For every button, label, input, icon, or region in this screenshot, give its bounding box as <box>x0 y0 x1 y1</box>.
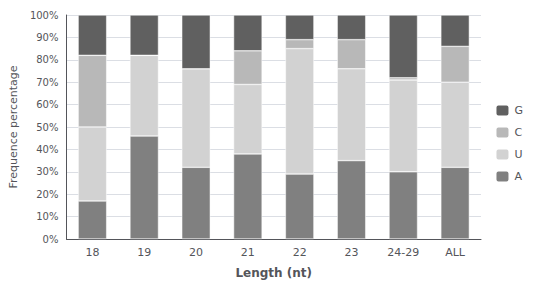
svg-text:60%: 60% <box>36 99 58 110</box>
svg-text:20%: 20% <box>36 189 58 200</box>
svg-text:19: 19 <box>137 246 151 259</box>
svg-text:24-29: 24-29 <box>387 246 419 259</box>
svg-text:20: 20 <box>189 246 203 259</box>
svg-text:50%: 50% <box>36 122 58 133</box>
svg-text:70%: 70% <box>36 77 58 88</box>
svg-text:90%: 90% <box>36 32 58 43</box>
svg-text:0%: 0% <box>43 234 59 245</box>
svg-text:100%: 100% <box>30 10 59 21</box>
svg-text:80%: 80% <box>36 54 58 65</box>
svg-text:23: 23 <box>344 246 358 259</box>
svg-text:21: 21 <box>241 246 255 259</box>
svg-text:ALL: ALL <box>445 246 466 259</box>
svg-text:22: 22 <box>293 246 307 259</box>
svg-text:Length (nt): Length (nt) <box>235 266 312 280</box>
svg-text:40%: 40% <box>36 144 58 155</box>
svg-text:A: A <box>514 170 522 183</box>
svg-text:18: 18 <box>85 246 99 259</box>
svg-text:10%: 10% <box>36 211 58 222</box>
svg-text:U: U <box>514 148 522 161</box>
svg-text:C: C <box>514 126 522 139</box>
svg-text:Frequence percentage: Frequence percentage <box>7 65 20 188</box>
svg-text:G: G <box>514 104 523 117</box>
svg-text:30%: 30% <box>36 166 58 177</box>
